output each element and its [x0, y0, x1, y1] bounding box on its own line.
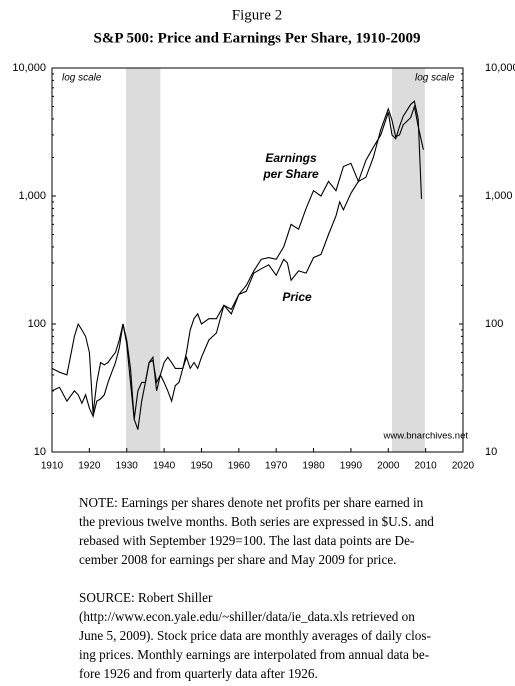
y-tick-label: 1,000: [18, 190, 46, 202]
x-tick-label: 2020: [452, 461, 475, 472]
note-line: rebased with September 1929=100. The las…: [79, 533, 414, 548]
chart-subtitle: S&P 500: Price and Earnings Per Share, 1…: [94, 30, 421, 46]
x-tick-label: 2000: [377, 461, 400, 472]
y-tick-label: 10,000: [12, 62, 46, 74]
y2-tick-label: 10,000: [485, 62, 515, 74]
y-tick-label: 10: [34, 446, 46, 458]
series-label-text: Earnings per Share: [263, 151, 319, 181]
x-tick-label: 1940: [153, 461, 176, 472]
y2-tick-label: 10: [485, 446, 497, 458]
series-line: [51, 100, 423, 430]
note-line: cember 2008 for earnings per share and M…: [79, 552, 396, 567]
annotation: log scale: [415, 73, 455, 84]
x-tick-label: 1960: [228, 461, 251, 472]
y-tick-label: 100: [28, 318, 46, 330]
annotation: log scale: [62, 73, 102, 84]
x-tick-label: 1980: [302, 461, 325, 472]
series-label: Price: [282, 290, 312, 304]
x-tick-label: 2010: [415, 461, 438, 472]
x-tick-label: 1970: [265, 461, 288, 472]
note-line: (http://www.econ.yale.edu/~shiller/data/…: [79, 609, 415, 624]
note-line: ing prices. Monthly earnings are interpo…: [79, 647, 429, 662]
y2-tick-label: 100: [485, 318, 503, 330]
note-line: the previous twelve months. Both series …: [79, 514, 434, 529]
chart-title: Figure 2: [232, 7, 282, 23]
x-tick-label: 1920: [78, 461, 101, 472]
x-tick-label: 1950: [190, 461, 213, 472]
note-line: SOURCE: Robert Shiller: [79, 590, 213, 605]
x-tick-label: 1910: [41, 461, 64, 472]
annotation: www.bnarchives.net: [383, 431, 469, 442]
series-label: Earnings per Share: [263, 151, 319, 181]
x-tick-label: 1930: [116, 461, 139, 472]
plot-frame: [51, 67, 464, 453]
shaded-period: [392, 68, 425, 452]
note-line: NOTE: Earnings per shares denote net pro…: [79, 495, 424, 510]
x-tick-label: 1990: [340, 461, 363, 472]
note-line: fore 1926 and from quarterly data after …: [79, 666, 318, 681]
series-line: [51, 104, 424, 420]
note-line: June 5, 2009). Stock price data are mont…: [79, 628, 431, 643]
y2-tick-label: 1,000: [485, 190, 513, 202]
